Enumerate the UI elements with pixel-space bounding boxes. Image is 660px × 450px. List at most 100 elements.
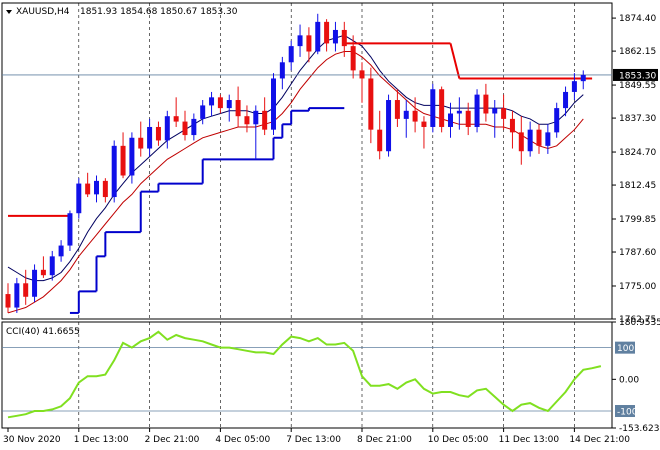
candle[interactable] bbox=[297, 24, 303, 57]
candle[interactable] bbox=[324, 19, 330, 52]
candle[interactable] bbox=[253, 105, 259, 160]
candle[interactable] bbox=[394, 89, 400, 127]
candle[interactable] bbox=[518, 116, 524, 165]
candle[interactable] bbox=[173, 97, 179, 127]
candle[interactable] bbox=[306, 27, 312, 63]
candle[interactable] bbox=[244, 105, 250, 133]
candle[interactable] bbox=[209, 91, 215, 117]
cci-level-label: -100 bbox=[617, 408, 638, 418]
candle[interactable] bbox=[545, 124, 551, 154]
y-tick-label: 1812.45 bbox=[619, 181, 656, 191]
candle[interactable] bbox=[341, 21, 347, 57]
candle-body bbox=[85, 183, 91, 195]
candle[interactable] bbox=[483, 83, 489, 122]
price-panel-frame bbox=[1, 2, 613, 320]
candle-body bbox=[120, 145, 126, 176]
symbol-dropdown-icon[interactable] bbox=[6, 10, 12, 14]
candle[interactable] bbox=[226, 94, 232, 122]
candle[interactable] bbox=[571, 73, 577, 101]
candle[interactable] bbox=[138, 121, 144, 157]
price-panel[interactable] bbox=[1, 2, 613, 320]
candle-body bbox=[191, 118, 197, 136]
candle[interactable] bbox=[412, 97, 418, 133]
y-tick-label: 1787.60 bbox=[619, 248, 656, 258]
candle-body bbox=[430, 89, 436, 127]
candle[interactable] bbox=[527, 121, 533, 157]
candle-body bbox=[456, 110, 462, 114]
candle-body bbox=[554, 108, 560, 133]
candle[interactable] bbox=[262, 97, 268, 136]
chart-header: XAUUSD,H4 1851.93 1854.68 1850.67 1853.3… bbox=[6, 7, 238, 17]
candle[interactable] bbox=[191, 113, 197, 141]
candle[interactable] bbox=[147, 118, 153, 157]
candle[interactable] bbox=[368, 67, 374, 144]
candle-body bbox=[182, 121, 188, 136]
candle[interactable] bbox=[182, 110, 188, 141]
candle-body bbox=[297, 35, 303, 47]
candle-body bbox=[448, 113, 453, 127]
candle[interactable] bbox=[5, 283, 11, 313]
candle[interactable] bbox=[271, 73, 276, 136]
candle[interactable] bbox=[492, 100, 498, 138]
candle-body bbox=[173, 116, 179, 122]
candle-body bbox=[102, 180, 108, 198]
x-tick-label: 8 Dec 21:00 bbox=[357, 435, 412, 445]
candle[interactable] bbox=[288, 40, 294, 71]
candle[interactable] bbox=[200, 100, 206, 125]
candle[interactable] bbox=[85, 172, 91, 198]
candle[interactable] bbox=[554, 102, 560, 138]
candle-body bbox=[76, 183, 82, 214]
x-tick-label: 7 Dec 13:00 bbox=[286, 435, 341, 445]
candle[interactable] bbox=[111, 140, 117, 203]
candle[interactable] bbox=[102, 178, 108, 203]
candle[interactable] bbox=[67, 210, 73, 251]
candle[interactable] bbox=[465, 102, 471, 136]
candle[interactable] bbox=[456, 97, 462, 130]
candle[interactable] bbox=[49, 250, 55, 281]
candle[interactable] bbox=[359, 62, 365, 103]
candle[interactable] bbox=[76, 178, 82, 219]
candle[interactable] bbox=[14, 277, 20, 313]
candle[interactable] bbox=[377, 110, 383, 160]
candle[interactable] bbox=[155, 121, 161, 146]
candle[interactable] bbox=[315, 13, 321, 55]
candle[interactable] bbox=[217, 94, 223, 114]
ma-slow-line bbox=[7, 51, 584, 314]
candle[interactable] bbox=[536, 124, 542, 154]
axes: 1874.40 1862.15 1849.55 1837.30 1824.70 1812.… bbox=[3, 14, 660, 445]
cci-panel[interactable] bbox=[1, 321, 613, 429]
candle[interactable] bbox=[129, 132, 135, 184]
candle[interactable] bbox=[94, 175, 99, 203]
candle[interactable] bbox=[501, 94, 507, 130]
candle[interactable] bbox=[350, 35, 356, 79]
candle[interactable] bbox=[403, 100, 409, 138]
x-tick-label: 2 Dec 21:00 bbox=[145, 435, 200, 445]
candle[interactable] bbox=[279, 56, 285, 90]
candle[interactable] bbox=[563, 86, 569, 117]
candle-body bbox=[350, 46, 356, 71]
candle[interactable] bbox=[430, 83, 436, 133]
candle-body bbox=[253, 110, 259, 125]
candle[interactable] bbox=[235, 86, 241, 127]
candle[interactable] bbox=[58, 240, 64, 262]
candle[interactable] bbox=[332, 21, 338, 52]
candle[interactable] bbox=[474, 89, 480, 133]
candle[interactable] bbox=[120, 132, 126, 179]
candle[interactable] bbox=[32, 264, 38, 303]
candle[interactable] bbox=[23, 269, 29, 305]
candle-body bbox=[386, 100, 392, 152]
candle[interactable] bbox=[509, 110, 515, 149]
candle-body bbox=[324, 21, 330, 44]
candle[interactable] bbox=[580, 70, 586, 90]
candle-body bbox=[23, 283, 29, 297]
candle[interactable] bbox=[40, 256, 46, 278]
candle[interactable] bbox=[439, 86, 445, 133]
candle-body bbox=[244, 116, 250, 125]
candle[interactable] bbox=[386, 94, 392, 157]
candle-body bbox=[332, 29, 338, 44]
candle[interactable] bbox=[164, 110, 170, 149]
candle-body bbox=[368, 78, 374, 130]
candle[interactable] bbox=[448, 102, 453, 138]
candle[interactable] bbox=[421, 116, 427, 149]
